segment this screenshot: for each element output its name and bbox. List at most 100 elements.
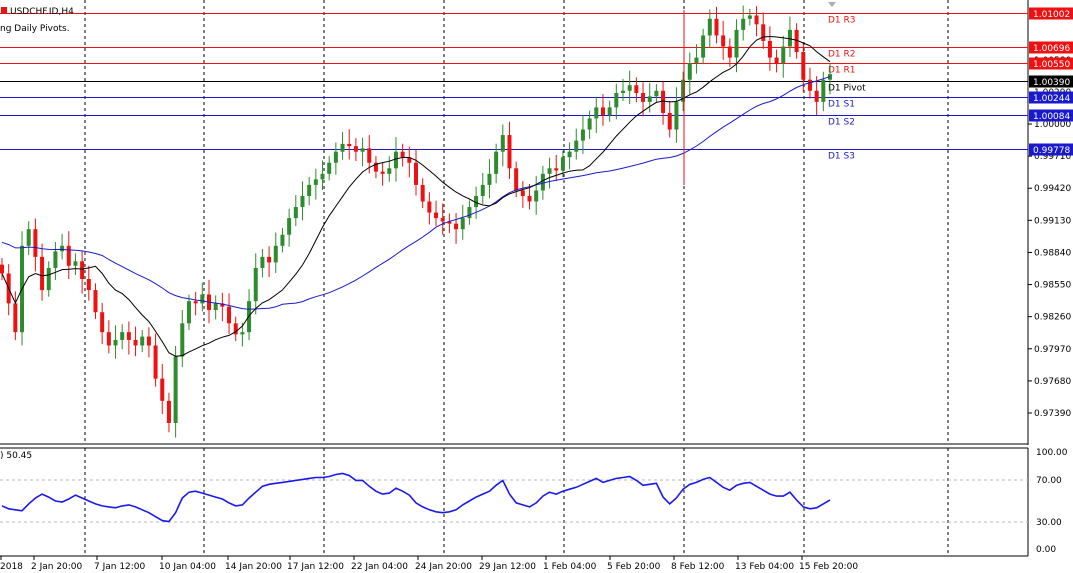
pivot-label: D1 R3 [828, 16, 856, 26]
price-tick-label: 0.99710 [1034, 152, 1071, 162]
pivot-price-value: 1.00550 [1033, 60, 1070, 70]
candle-bull [273, 245, 278, 263]
candle-bear [93, 290, 98, 313]
pivot-label: D1 R2 [828, 50, 856, 60]
candle-bull [327, 162, 332, 174]
price-tick-label: 0.99420 [1034, 184, 1071, 194]
candle-bear [727, 46, 732, 58]
candle-bull [60, 245, 65, 252]
time-tick-label: 15 Feb 20:00 [799, 562, 858, 572]
candle-bear [794, 29, 799, 53]
candle-bear [420, 184, 425, 202]
time-tick-label: 5 Feb 20:00 [607, 562, 661, 572]
candle-bull [140, 336, 145, 346]
candle-bull [240, 332, 245, 335]
candle-bear [33, 229, 38, 257]
candle-bull [333, 151, 338, 163]
pivot-price-value: 1.00084 [1033, 112, 1070, 122]
candle-bull [280, 234, 285, 246]
candle-bull [300, 195, 305, 208]
price-tick-label: 0.99130 [1034, 216, 1071, 226]
pivot-label: D1 S3 [828, 152, 855, 162]
candle-bear [66, 245, 71, 266]
candle-bull [674, 101, 679, 130]
candle-bull [534, 190, 539, 202]
candle-bear [514, 168, 519, 191]
candle-bull [687, 63, 692, 80]
candle-bull [120, 332, 125, 340]
rsi-vertical-grid [84, 448, 949, 556]
candle-bull [320, 173, 325, 180]
candle-bear [0, 264, 4, 274]
candle-bull [781, 46, 786, 64]
candle-bear [160, 378, 165, 401]
candle-bear [80, 261, 85, 280]
time-tick-label: 14 Jan 20:00 [225, 562, 282, 572]
time-tick-label: 7 Jan 12:00 [94, 562, 146, 572]
candle-bull [307, 184, 312, 196]
candle-bull [741, 18, 746, 30]
pivot-label: D1 R1 [828, 66, 856, 76]
candle-bear [13, 303, 18, 333]
scroll-marker-icon[interactable] [828, 2, 836, 7]
pivot-price-value: 1.00244 [1033, 94, 1070, 104]
candle-bull [46, 267, 51, 291]
candle-bear [661, 90, 666, 113]
candle-bull [654, 90, 659, 97]
candle-bear [373, 162, 378, 172]
candle-bear [233, 323, 238, 335]
symbol-icon [1, 7, 7, 13]
candle-bear [721, 35, 726, 47]
candle-bull [580, 129, 585, 141]
candle-bear [527, 195, 532, 202]
pivot-label: D1 S2 [828, 118, 855, 128]
candle-bull [53, 251, 58, 268]
candle-bull [787, 29, 792, 47]
price-tick-label: 1.00000 [1034, 120, 1071, 130]
candle-bear [166, 400, 171, 423]
time-tick-label: 22 Jan 04:00 [351, 562, 408, 572]
pivot-price-badge: 1.01002 [1029, 7, 1073, 20]
candle-bull [707, 18, 712, 36]
candle-bull [647, 96, 652, 102]
candle-bear [774, 57, 779, 64]
pivot-price-badge: 1.00550 [1029, 57, 1073, 70]
candle-bear [520, 190, 525, 196]
candle-bull [180, 323, 185, 357]
candle-bull [494, 151, 499, 174]
candle-bull [487, 173, 492, 185]
time-tick-label: 17 Jan 12:00 [287, 562, 344, 572]
pivot-price-badge: 0.99778 [1029, 143, 1073, 156]
price-tick-label: 0.97390 [1034, 409, 1071, 419]
candle-bull [821, 79, 826, 102]
candle-bear [400, 151, 405, 158]
time-tick-label: 29 Jan 12:00 [479, 562, 536, 572]
candle-bull [594, 107, 599, 119]
candle-bear [507, 135, 512, 169]
price-tick-label: 0.98840 [1034, 248, 1071, 258]
pivot-price-value: 1.01002 [1033, 10, 1070, 20]
candle-bear [407, 157, 412, 163]
candle-bear [106, 332, 111, 346]
candle-bear [634, 85, 639, 93]
candle-bear [133, 339, 138, 346]
candle-bear [814, 90, 819, 102]
candle-bear [367, 148, 372, 163]
pivot-price-value: 1.00696 [1033, 44, 1070, 54]
candle-bear [227, 306, 232, 324]
rsi-tick-100: 100.00 [1036, 448, 1068, 458]
candle-bull [26, 229, 31, 246]
pivot-price-badge: 1.00390 [1029, 75, 1073, 88]
candle-bear [440, 218, 445, 222]
candle-bear [220, 303, 225, 307]
candle-bull [173, 356, 178, 423]
candle-bear [767, 40, 772, 58]
candle-bear [267, 256, 272, 263]
candle-bull [621, 90, 625, 93]
candle-bull [460, 218, 465, 230]
candle-bear [641, 92, 646, 102]
candle-bear [353, 146, 358, 152]
candle-bull [467, 207, 472, 219]
moving-average-slow [1, 76, 831, 310]
